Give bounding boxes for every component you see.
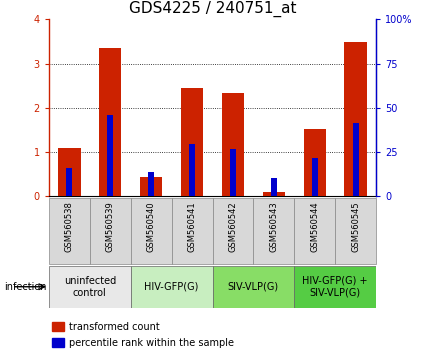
Text: GSM560545: GSM560545 [351, 201, 360, 252]
Text: GSM560540: GSM560540 [147, 201, 156, 252]
Bar [90, 198, 131, 264]
Bar [140, 177, 162, 196]
Bar [303, 129, 326, 196]
Text: GSM560542: GSM560542 [229, 201, 238, 252]
Text: uninfected
control: uninfected control [64, 276, 116, 298]
Bar [148, 172, 154, 196]
Bar [294, 266, 376, 308]
Text: GSM560541: GSM560541 [187, 201, 196, 252]
Bar [263, 192, 285, 196]
Bar [99, 48, 122, 196]
Text: GSM560538: GSM560538 [65, 201, 74, 252]
Bar [131, 198, 172, 264]
Bar [253, 198, 294, 264]
Text: infection: infection [4, 282, 47, 292]
Bar [212, 198, 253, 264]
Text: GSM560544: GSM560544 [310, 201, 319, 252]
Bar [181, 88, 203, 196]
Bar [58, 148, 81, 196]
Bar [189, 144, 195, 196]
Bar [344, 42, 367, 196]
Text: HIV-GFP(G) +
SIV-VLP(G): HIV-GFP(G) + SIV-VLP(G) [303, 276, 368, 298]
Bar [271, 178, 277, 196]
Bar [212, 266, 294, 308]
Text: transformed count: transformed count [68, 322, 159, 332]
Bar [49, 266, 131, 308]
Text: GSM560543: GSM560543 [269, 201, 278, 252]
Bar [66, 168, 73, 196]
Title: GDS4225 / 240751_at: GDS4225 / 240751_at [129, 0, 296, 17]
Bar [49, 198, 90, 264]
Text: SIV-VLP(G): SIV-VLP(G) [228, 282, 279, 292]
Bar [52, 338, 64, 347]
Bar [107, 115, 113, 196]
Bar [52, 322, 64, 331]
Text: HIV-GFP(G): HIV-GFP(G) [144, 282, 199, 292]
Text: percentile rank within the sample: percentile rank within the sample [68, 338, 233, 348]
Bar [230, 149, 236, 196]
Bar [222, 93, 244, 196]
Text: GSM560539: GSM560539 [106, 201, 115, 252]
Bar [294, 198, 335, 264]
Bar [335, 198, 376, 264]
Bar [131, 266, 212, 308]
Bar [312, 158, 318, 196]
Bar [352, 123, 359, 196]
Bar [172, 198, 212, 264]
